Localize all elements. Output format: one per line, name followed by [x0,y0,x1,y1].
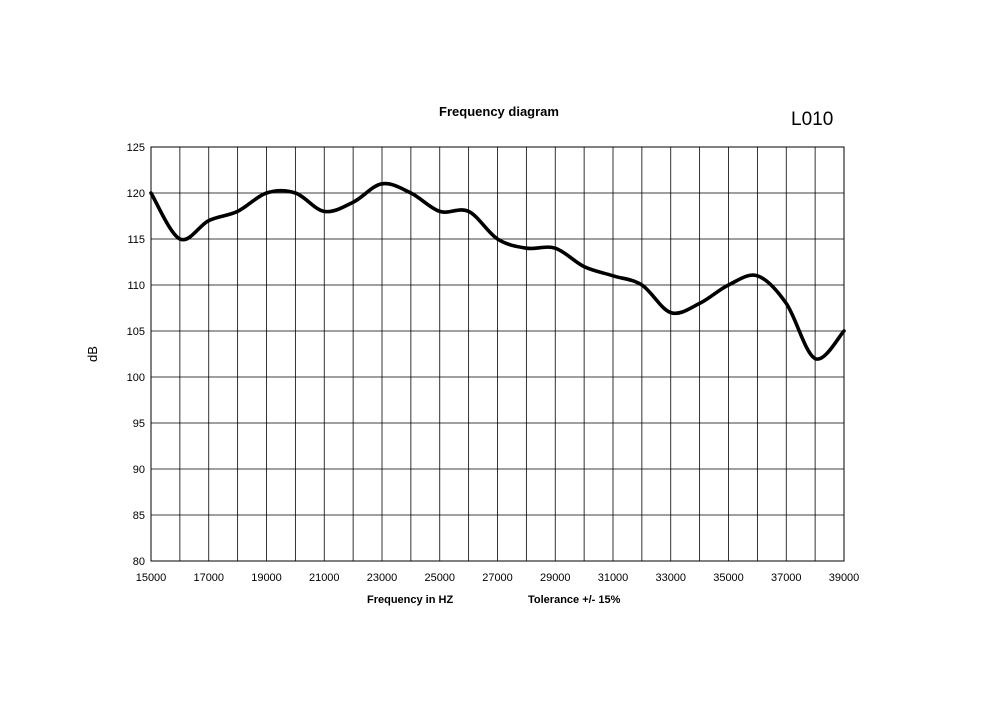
model-code-label: L010 [791,109,833,130]
x-tick-label: 17000 [193,572,224,584]
y-tick-label: 80 [133,556,145,568]
y-tick-label: 85 [133,510,145,522]
tolerance-note: Tolerance +/- 15% [528,594,621,606]
chart-title: Frequency diagram [439,104,559,119]
x-axis-label: Frequency in HZ [367,594,453,606]
y-tick-label: 90 [133,464,145,476]
x-tick-label: 25000 [424,572,455,584]
y-tick-labels: 80 85 90 95 100 105 110 115 120 125 [127,142,145,568]
x-tick-labels: 15000 17000 19000 21000 23000 25000 27000 29000… [136,572,860,584]
x-tick-label: 19000 [251,572,282,584]
x-tick-label: 33000 [655,572,686,584]
x-tick-label: 35000 [713,572,744,584]
y-tick-label: 115 [127,234,145,246]
x-tick-label: 39000 [829,572,860,584]
y-tick-label: 105 [127,326,145,338]
x-tick-label: 15000 [136,572,167,584]
y-tick-label: 110 [127,280,145,292]
series-layer [149,181,846,361]
x-tick-label: 31000 [598,572,629,584]
y-tick-label: 95 [133,418,145,430]
x-tick-label: 37000 [771,572,802,584]
frequency-response-line [149,181,846,361]
y-tick-label: 120 [127,188,145,200]
grid [150,146,845,562]
y-axis-label: dB [85,346,100,362]
y-tick-label: 125 [127,142,145,154]
y-tick-label: 100 [127,372,145,384]
x-tick-label: 23000 [367,572,398,584]
plot-frame [150,146,845,562]
x-tick-label: 29000 [540,572,571,584]
x-tick-label: 21000 [309,572,340,584]
x-tick-label: 27000 [482,572,513,584]
